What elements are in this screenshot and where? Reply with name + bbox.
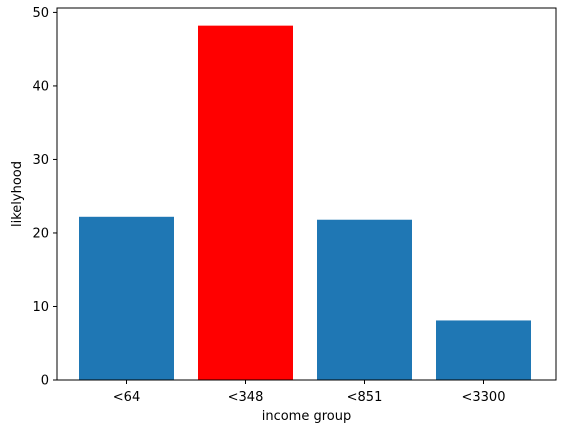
x-tick-label: <348 — [228, 390, 264, 405]
y-tick-label: 40 — [32, 79, 49, 94]
x-tick-label: <851 — [347, 390, 383, 405]
plot-frame — [56, 7, 557, 381]
x-tick-label: <64 — [113, 390, 140, 405]
bar-2 — [317, 219, 412, 380]
x-axis-ticks: <64 <348 <851 <3300 — [113, 380, 506, 405]
bars-group — [79, 25, 531, 381]
x-axis-label: income group — [262, 409, 352, 424]
bar-1 — [198, 25, 293, 381]
y-tick-label: 50 — [32, 6, 49, 21]
y-tick-label: 10 — [32, 300, 49, 315]
x-tick-label: <3300 — [462, 390, 506, 405]
bar-3 — [436, 320, 531, 380]
y-axis-label: likelyhood — [10, 161, 25, 227]
y-tick-label: 20 — [32, 226, 49, 241]
y-tick-label: 30 — [32, 153, 49, 168]
y-tick-label: 0 — [41, 374, 49, 389]
bar-0 — [79, 216, 174, 380]
y-axis-ticks: 0 10 20 30 40 50 — [32, 6, 57, 389]
